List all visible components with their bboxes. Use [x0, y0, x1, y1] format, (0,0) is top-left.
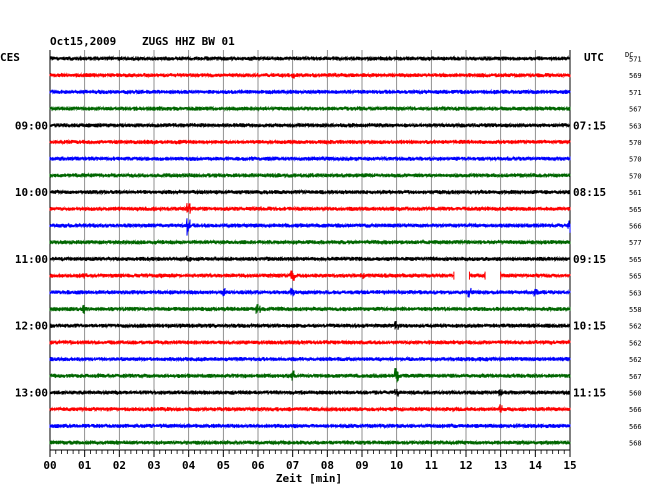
- right-time-label: 10:15: [573, 320, 606, 333]
- left-timezone-label: CES: [0, 51, 20, 64]
- x-tick-label: 07: [286, 459, 299, 472]
- x-tick-label: 04: [182, 459, 196, 472]
- x-tick-label: 15: [563, 459, 576, 472]
- left-time-label: 11:00: [15, 253, 48, 266]
- seismic-trace: [49, 367, 571, 383]
- dc-offset-label: 570: [629, 172, 642, 180]
- dc-offset-label: 571: [629, 89, 642, 97]
- right-time-label: 11:15: [573, 387, 606, 400]
- x-tick-label: 14: [529, 459, 543, 472]
- dc-offset-label: 569: [629, 72, 642, 80]
- dc-offset-label: 571: [629, 56, 642, 64]
- right-time-label: 07:15: [573, 119, 606, 132]
- dc-offset-label: 566: [629, 423, 642, 431]
- dc-offset-label: 565: [629, 256, 642, 264]
- dc-offset-label: 567: [629, 373, 642, 381]
- seismic-trace: [49, 203, 571, 214]
- seismic-trace: [49, 355, 571, 363]
- x-tick-label: 00: [43, 459, 56, 472]
- seismic-trace: [49, 270, 571, 281]
- header-date: Oct15,2009: [50, 35, 116, 48]
- dc-offset-label: 563: [629, 122, 642, 130]
- dc-offset-label: 568: [629, 440, 642, 448]
- seismic-trace: [49, 404, 571, 413]
- seismic-trace: [49, 422, 571, 430]
- seismic-trace: [49, 138, 571, 146]
- right-time-label: 09:15: [573, 253, 606, 266]
- seismic-trace: [49, 218, 571, 236]
- dc-offset-label: 570: [629, 156, 642, 164]
- left-time-label: 09:00: [15, 119, 48, 132]
- dc-offset-label: 562: [629, 323, 642, 331]
- right-timezone-label: UTC: [584, 51, 604, 64]
- x-tick-label: 03: [147, 459, 160, 472]
- dc-offset-label: 563: [629, 289, 642, 297]
- x-tick-label: 02: [113, 459, 126, 472]
- seismic-trace: [49, 88, 571, 96]
- dc-offset-label: 558: [629, 306, 642, 314]
- seismic-trace: [49, 122, 571, 129]
- dc-offset-label: 567: [629, 106, 642, 114]
- left-time-label: 12:00: [15, 320, 48, 333]
- label-layer: 00 01 02 03 04 05 06 07 08 09 10 11 12 13 14 15 571 569 57…: [15, 56, 642, 473]
- dc-offset-label: 566: [629, 223, 642, 231]
- x-axis-label: Zeit [min]: [276, 472, 342, 485]
- dc-offset-label: 570: [629, 139, 642, 147]
- left-time-label: 13:00: [15, 387, 48, 400]
- dc-offset-label: 560: [629, 390, 642, 398]
- seismic-trace: [49, 439, 571, 446]
- seismic-trace: [49, 172, 571, 179]
- seismic-trace: [49, 287, 571, 298]
- left-time-label: 10:00: [15, 186, 48, 199]
- x-tick-label: 06: [251, 459, 265, 472]
- seismic-trace: [49, 388, 571, 397]
- trace-layer: [49, 55, 571, 446]
- dc-offset-label: 565: [629, 206, 642, 214]
- dc-offset-label: 566: [629, 406, 642, 414]
- seismic-trace: [49, 188, 571, 196]
- seismic-trace: [49, 320, 571, 330]
- x-tick-label: 12: [459, 459, 472, 472]
- x-tick-label: 13: [494, 459, 507, 472]
- seismic-trace: [49, 71, 571, 79]
- right-time-label: 08:15: [573, 186, 606, 199]
- dc-offset-label: 565: [629, 273, 642, 281]
- x-tick-label: 09: [355, 459, 368, 472]
- x-tick-label: 10: [390, 459, 403, 472]
- dc-offset-label: 577: [629, 239, 642, 247]
- dc-offset-label: 562: [629, 339, 642, 347]
- seismic-trace: [49, 155, 571, 162]
- grid-layer: [49, 50, 571, 457]
- dc-offset-label: 561: [629, 189, 642, 197]
- seismic-trace: [49, 303, 571, 314]
- x-tick-label: 11: [425, 459, 439, 472]
- header-station: ZUGS HHZ BW 01: [142, 35, 235, 48]
- x-tick-label: 05: [217, 459, 230, 472]
- seismic-trace: [49, 238, 571, 246]
- x-tick-label: 01: [78, 459, 92, 472]
- seismic-trace: [49, 339, 571, 346]
- dc-offset-label: 562: [629, 356, 642, 364]
- seismic-trace: [49, 55, 571, 62]
- dc-header-label: DC: [625, 51, 633, 59]
- seismic-trace: [49, 105, 571, 112]
- x-tick-label: 08: [321, 459, 334, 472]
- seismic-trace: [49, 255, 571, 263]
